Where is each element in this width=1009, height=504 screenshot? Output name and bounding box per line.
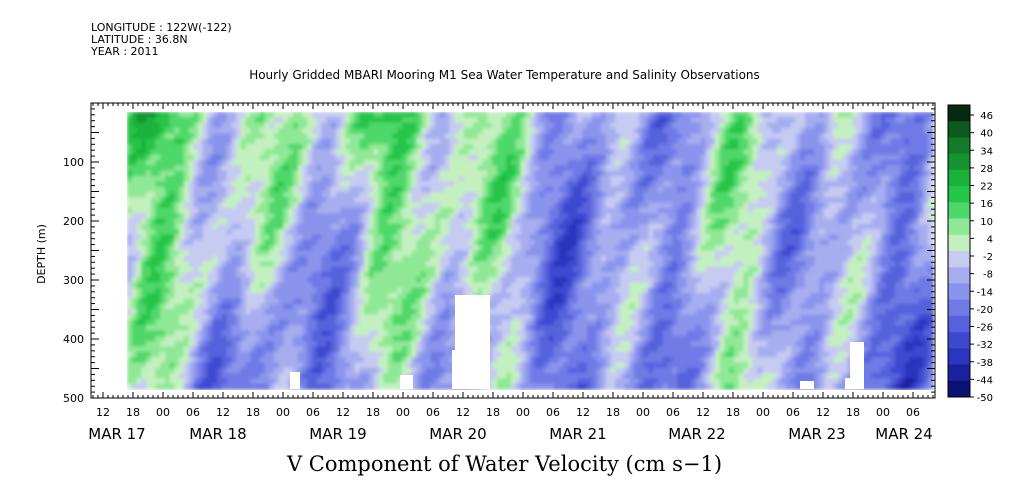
colorbar-swatch xyxy=(948,332,970,349)
colorbar-label: -38 xyxy=(977,358,993,369)
x-hour-tick-label: 00 xyxy=(516,406,530,419)
colorbar-swatch xyxy=(948,218,970,236)
latitude-label: LATITUDE : 36.8N xyxy=(91,33,188,46)
x-hour-tick-label: 06 xyxy=(906,406,920,419)
x-date-label: MAR 17 xyxy=(88,425,145,443)
missing-data-gaps xyxy=(290,295,864,389)
colorbar-label: 28 xyxy=(980,164,993,175)
x-hour-tick-label: 00 xyxy=(876,406,890,419)
colorbar-swatch xyxy=(948,186,970,203)
colorbar-swatch xyxy=(948,202,970,220)
heatmap-cells xyxy=(127,112,934,390)
colorbar-label: 16 xyxy=(980,199,993,210)
colorbar-label: 22 xyxy=(980,182,993,193)
colorbar-swatch xyxy=(948,251,970,268)
colorbar-label: 4 xyxy=(987,234,993,245)
x-hour-tick-label: 06 xyxy=(186,406,200,419)
colorbar-swatch xyxy=(948,121,970,138)
x-hour-tick-label: 18 xyxy=(846,406,860,419)
colorbar-swatch xyxy=(948,153,970,171)
x-hour-tick-label: 00 xyxy=(636,406,650,419)
colorbar-label: -20 xyxy=(977,305,993,316)
year-label: YEAR : 2011 xyxy=(91,45,159,58)
x-hour-tick-label: 18 xyxy=(126,406,140,419)
x-date-label: MAR 19 xyxy=(309,425,366,443)
x-hour-tick-label: 00 xyxy=(276,406,290,419)
colorbar-label: 40 xyxy=(980,129,993,140)
x-hour-tick-label: 06 xyxy=(546,406,560,419)
x-hour-tick-label: 00 xyxy=(396,406,410,419)
x-hour-tick-label: 12 xyxy=(816,406,830,419)
colorbar-label: 10 xyxy=(980,217,993,228)
x-hour-tick-label: 06 xyxy=(666,406,680,419)
x-hour-tick-label: 06 xyxy=(306,406,320,419)
x-hour-tick-label: 06 xyxy=(426,406,440,419)
y-tick-label: 400 xyxy=(63,333,84,346)
x-hour-tick-label: 18 xyxy=(486,406,500,419)
colorbar-swatch xyxy=(948,267,970,284)
colorbar-swatch xyxy=(948,283,970,301)
chart-title: Hourly Gridded MBARI Mooring M1 Sea Wate… xyxy=(249,68,760,82)
heatmap-field xyxy=(127,112,934,390)
x-date-label: MAR 18 xyxy=(189,425,246,443)
y-tick-label: 200 xyxy=(63,215,84,228)
y-tick-label: 300 xyxy=(63,274,84,287)
x-date-label: MAR 22 xyxy=(668,425,725,443)
x-hour-tick-label: 06 xyxy=(786,406,800,419)
axes: 12 18 00 06 12 18 00 06 12 18 00 06 12 18 00 06 12 18 00 06… xyxy=(63,103,935,443)
colorbar-label: 34 xyxy=(980,146,993,157)
x-date-label: MAR 24 xyxy=(875,425,932,443)
x-hour-tick-label: 00 xyxy=(156,406,170,419)
colorbar: 46 40 34 28 22 16 10 4 -2 -8 -14 -20 -26 -32 -38 -44 -50 xyxy=(947,104,993,404)
x-hour-tick-label: 12 xyxy=(456,406,470,419)
colorbar-swatch xyxy=(948,299,970,317)
x-hour-tick-label: 12 xyxy=(336,406,350,419)
x-hour-tick-label: 12 xyxy=(576,406,590,419)
colorbar-swatch xyxy=(948,364,970,382)
x-hour-tick-label: 12 xyxy=(216,406,230,419)
x-axis-label: V Component of Water Velocity (cm s−1) xyxy=(286,452,723,476)
longitude-label: LONGITUDE : 122W(-122) xyxy=(91,21,232,34)
colorbar-label: 46 xyxy=(980,111,993,122)
x-hour-tick-label: 12 xyxy=(696,406,710,419)
colorbar-swatch xyxy=(948,234,970,252)
colorbar-swatch xyxy=(948,315,970,333)
colorbar-swatch xyxy=(948,348,970,366)
colorbar-label: -2 xyxy=(983,252,993,263)
x-hour-tick-label: 18 xyxy=(726,406,740,419)
colorbar-swatch xyxy=(948,380,970,398)
y-tick-label: 500 xyxy=(63,392,84,405)
x-hour-tick-label: 18 xyxy=(606,406,620,419)
x-hour-tick-label: 18 xyxy=(246,406,260,419)
colorbar-label: -44 xyxy=(977,375,993,386)
x-hour-tick-label: 12 xyxy=(96,406,110,419)
x-hour-tick-label: 18 xyxy=(366,406,380,419)
y-axis-label: DEPTH (m) xyxy=(35,224,48,284)
colorbar-label: -26 xyxy=(977,323,993,334)
y-tick-label: 100 xyxy=(63,156,84,169)
colorbar-label: -32 xyxy=(977,340,993,351)
location-header: LONGITUDE : 122W(-122) LATITUDE : 36.8N … xyxy=(91,22,232,58)
colorbar-swatch xyxy=(948,169,970,187)
colorbar-swatch xyxy=(948,137,970,155)
x-hour-tick-label: 00 xyxy=(756,406,770,419)
x-date-label: MAR 23 xyxy=(788,425,845,443)
colorbar-label: -8 xyxy=(983,270,993,281)
colorbar-label: -14 xyxy=(977,287,993,298)
colorbar-swatch xyxy=(948,105,970,122)
colorbar-label: -50 xyxy=(977,393,993,404)
x-date-label: MAR 21 xyxy=(549,425,606,443)
x-date-label: MAR 20 xyxy=(429,425,486,443)
